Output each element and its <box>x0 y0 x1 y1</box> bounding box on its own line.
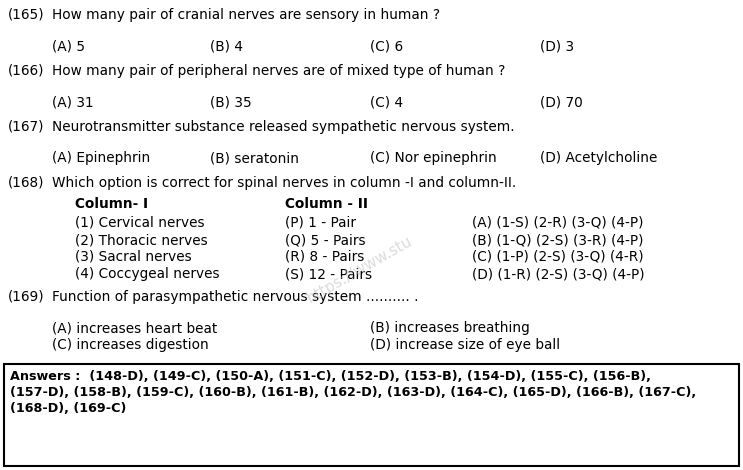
Text: (D) (1-R) (2-S) (3-Q) (4-P): (D) (1-R) (2-S) (3-Q) (4-P) <box>472 267 645 281</box>
Text: Which option is correct for spinal nerves in column -I and column-II.: Which option is correct for spinal nerve… <box>52 176 516 190</box>
Text: (1) Cervical nerves: (1) Cervical nerves <box>75 216 204 230</box>
Text: (B) (1-Q) (2-S) (3-R) (4-P): (B) (1-Q) (2-S) (3-R) (4-P) <box>472 233 643 247</box>
Text: (C) 6: (C) 6 <box>370 39 403 53</box>
Text: (A) 5: (A) 5 <box>52 39 85 53</box>
Text: (C) increases digestion: (C) increases digestion <box>52 338 209 352</box>
Text: (165): (165) <box>8 8 45 22</box>
Text: (4) Coccygeal nerves: (4) Coccygeal nerves <box>75 267 220 281</box>
Text: (P) 1 - Pair: (P) 1 - Pair <box>285 216 356 230</box>
Text: https://www.stu: https://www.stu <box>305 234 415 306</box>
Text: (C) 4: (C) 4 <box>370 95 403 109</box>
Text: Column- I: Column- I <box>75 197 148 211</box>
Text: (168-D), (169-C): (168-D), (169-C) <box>10 402 126 415</box>
Text: (B) increases breathing: (B) increases breathing <box>370 321 530 335</box>
Text: (169): (169) <box>8 290 45 304</box>
Text: Neurotransmitter substance released sympathetic nervous system.: Neurotransmitter substance released symp… <box>52 120 515 134</box>
Text: How many pair of cranial nerves are sensory in human ?: How many pair of cranial nerves are sens… <box>52 8 440 22</box>
Text: (B) 35: (B) 35 <box>210 95 252 109</box>
Text: (B) 4: (B) 4 <box>210 39 243 53</box>
Text: (157-D), (158-B), (159-C), (160-B), (161-B), (162-D), (163-D), (164-C), (165-D),: (157-D), (158-B), (159-C), (160-B), (161… <box>10 386 696 399</box>
Text: Function of parasympathetic nervous system .......... .: Function of parasympathetic nervous syst… <box>52 290 418 304</box>
Text: How many pair of peripheral nerves are of mixed type of human ?: How many pair of peripheral nerves are o… <box>52 64 505 78</box>
Text: (167): (167) <box>8 120 45 134</box>
Text: (Q) 5 - Pairs: (Q) 5 - Pairs <box>285 233 366 247</box>
Text: (D) 3: (D) 3 <box>540 39 574 53</box>
Text: (168): (168) <box>8 176 45 190</box>
Text: (A) 31: (A) 31 <box>52 95 94 109</box>
Text: (D) 70: (D) 70 <box>540 95 583 109</box>
Text: (B) seratonin: (B) seratonin <box>210 151 299 165</box>
Text: Answers :  (148-D), (149-C), (150-A), (151-C), (152-D), (153-B), (154-D), (155-C: Answers : (148-D), (149-C), (150-A), (15… <box>10 370 651 383</box>
Text: (166): (166) <box>8 64 45 78</box>
Text: (C) (1-P) (2-S) (3-Q) (4-R): (C) (1-P) (2-S) (3-Q) (4-R) <box>472 250 643 264</box>
Text: (D) increase size of eye ball: (D) increase size of eye ball <box>370 338 560 352</box>
Text: (A) increases heart beat: (A) increases heart beat <box>52 321 217 335</box>
Text: (A) Epinephrin: (A) Epinephrin <box>52 151 150 165</box>
Bar <box>4 364 739 466</box>
Text: Column - II: Column - II <box>285 197 368 211</box>
Text: (R) 8 - Pairs: (R) 8 - Pairs <box>285 250 364 264</box>
Text: (2) Thoracic nerves: (2) Thoracic nerves <box>75 233 208 247</box>
Text: (A) (1-S) (2-R) (3-Q) (4-P): (A) (1-S) (2-R) (3-Q) (4-P) <box>472 216 643 230</box>
Text: (S) 12 - Pairs: (S) 12 - Pairs <box>285 267 372 281</box>
Text: (3) Sacral nerves: (3) Sacral nerves <box>75 250 192 264</box>
Text: (D) Acetylcholine: (D) Acetylcholine <box>540 151 658 165</box>
Text: (C) Nor epinephrin: (C) Nor epinephrin <box>370 151 497 165</box>
